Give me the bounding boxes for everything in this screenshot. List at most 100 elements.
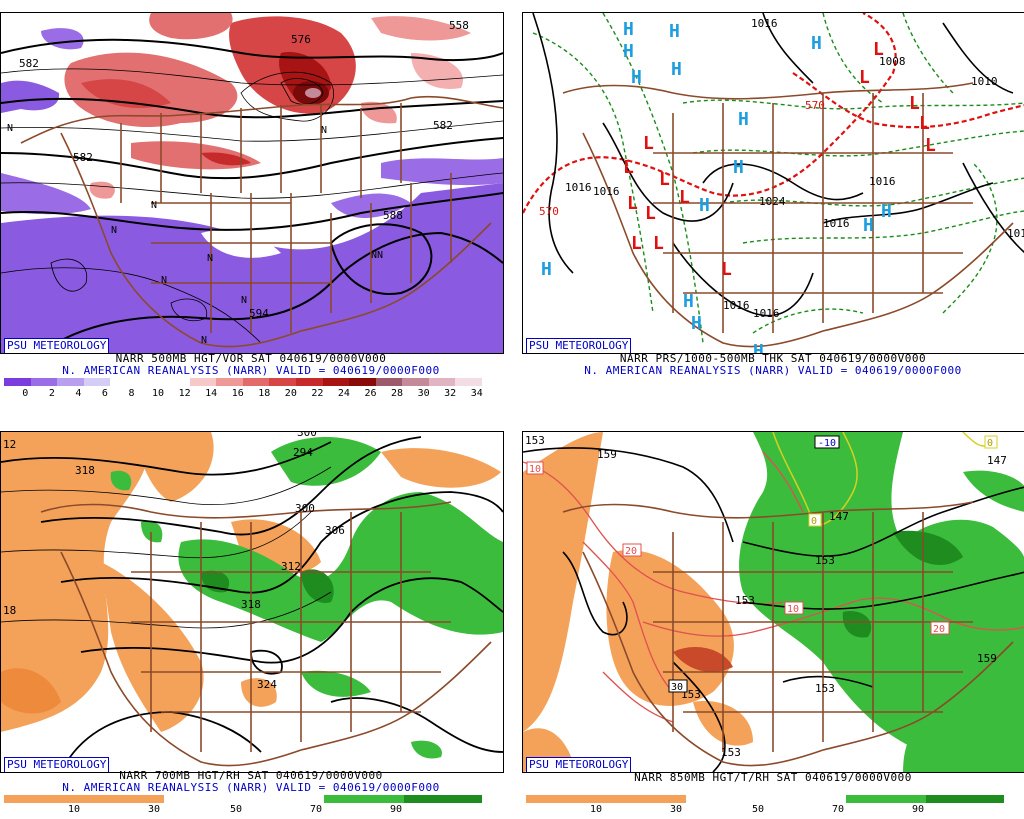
map-pressure-thickness: H H H H H H H H H H H H H H H L — [522, 12, 1024, 354]
scale-tick-label: 90 — [911, 804, 925, 815]
svg-text:20: 20 — [933, 624, 945, 635]
contour-label: 153 — [721, 746, 741, 759]
high-pressure-icon: H — [541, 259, 552, 280]
contour-label: 147 — [829, 510, 849, 523]
high-pressure-icon: H — [811, 33, 822, 54]
scale-tick-label: 26 — [364, 388, 377, 399]
scale-tick-label: 20 — [284, 388, 297, 399]
vorticity-scale-ticks: 0 2 4 6 8 10 12 14 16 18 20 22 24 26 28 30 32 34 — [4, 388, 482, 400]
low-pressure-icon: L — [919, 113, 930, 134]
scale-swatch — [402, 378, 429, 386]
svg-text:N: N — [207, 253, 213, 264]
scale-swatch — [189, 378, 217, 386]
scale-tick-label: 10 — [152, 388, 165, 399]
scale-tick-label: 10 — [589, 804, 603, 815]
high-pressure-icon: H — [733, 157, 744, 178]
high-pressure-icon: H — [623, 19, 634, 40]
temp-label-box: 20 — [930, 621, 950, 635]
contour-label: 159 — [597, 448, 617, 461]
vorticity-color-scale — [4, 378, 482, 386]
temp-label-box: 0 — [808, 513, 822, 527]
svg-text:N: N — [241, 295, 247, 306]
temp-label-box: 10 — [526, 461, 544, 475]
panel-title: NARR 500MB HGT/VOR SAT 040619/0000V000 — [115, 352, 387, 365]
scale-swatch — [30, 378, 58, 386]
contour-label: 582 — [73, 151, 93, 164]
high-pressure-icon: H — [683, 291, 694, 312]
contour-label: 153 — [815, 554, 835, 567]
svg-text:30: 30 — [671, 682, 683, 693]
scale-tick-label: 14 — [205, 388, 218, 399]
scale-swatch — [455, 378, 482, 386]
scale-tick-label: 30 — [417, 388, 430, 399]
scale-swatch — [296, 378, 323, 386]
low-pressure-icon: L — [873, 39, 884, 60]
rh-scale-ticks: 10 30 50 70 90 — [526, 804, 1004, 816]
thickness-label: 570 — [539, 205, 559, 218]
scale-tick-label: 24 — [337, 388, 350, 399]
contour-label: 294 — [293, 446, 313, 459]
contour-label: 153 — [815, 682, 835, 695]
temp-label-box: 20 — [622, 543, 642, 557]
isobar-label: 1008 — [879, 55, 906, 68]
scale-tick-label: 32 — [444, 388, 457, 399]
scale-tick-label: 18 — [258, 388, 271, 399]
psu-brand-label: PSU METEOROLOGY — [526, 338, 632, 353]
isobar-label: 1016 — [753, 307, 780, 320]
low-pressure-icon: L — [627, 193, 638, 214]
low-pressure-icon: L — [631, 233, 642, 254]
scale-tick-label: 10 — [67, 804, 81, 815]
scale-tick-label: 70 — [309, 804, 323, 815]
rh-scale-ticks: 10 30 50 70 90 — [4, 804, 482, 816]
contour-label: 324 — [257, 678, 277, 691]
low-pressure-icon: L — [645, 203, 656, 224]
low-pressure-icon: L — [859, 67, 870, 88]
scale-swatch — [269, 378, 297, 386]
high-pressure-icon: H — [881, 201, 892, 222]
contour-label: 558 — [449, 19, 469, 32]
isobar-label: 1016 — [1007, 227, 1024, 240]
scale-tick-label: 8 — [128, 388, 135, 399]
psu-brand-label: PSU METEOROLOGY — [4, 757, 110, 772]
svg-text:20: 20 — [625, 546, 637, 557]
scale-swatch — [375, 378, 403, 386]
contour-label: 582 — [433, 119, 453, 132]
high-pressure-icon: H — [669, 21, 680, 42]
map-850mb-temp-rh: 153 159 147 147 153 153 159 153 153 153 … — [522, 431, 1024, 773]
temp-label-box: 30 — [668, 679, 688, 693]
scale-tick-label: 50 — [229, 804, 243, 815]
svg-text:10: 10 — [787, 604, 799, 615]
contour-label: 582 — [19, 57, 39, 70]
high-pressure-icon: H — [623, 41, 634, 62]
high-pressure-icon: H — [699, 195, 710, 216]
map-700mb-graphic: 12 318 300 294 300 306 312 318 18 324 — [1, 432, 503, 772]
isobar-label: 1016 — [593, 185, 620, 198]
low-pressure-icon: L — [925, 135, 936, 156]
scale-tick-label: 28 — [391, 388, 404, 399]
panel-subtitle: N. AMERICAN REANALYSIS (NARR) VALID = 04… — [584, 364, 962, 377]
scale-swatch — [216, 378, 243, 386]
isobar-label: 1010 — [971, 75, 998, 88]
scale-tick-label: 4 — [75, 388, 82, 399]
contour-label: 318 — [75, 464, 95, 477]
panel-title: NARR 850MB HGT/T/RH SAT 040619/0000V000 — [634, 771, 912, 784]
high-pressure-icon: H — [753, 341, 764, 353]
contour-label: 300 — [295, 502, 315, 515]
scale-tick-label: 6 — [101, 388, 108, 399]
low-pressure-icon: L — [679, 187, 690, 208]
svg-text:NN: NN — [371, 250, 383, 261]
svg-text:N: N — [201, 335, 207, 346]
map-pressure-graphic: H H H H H H H H H H H H H H H L — [523, 13, 1024, 353]
scale-tick-label: 90 — [389, 804, 403, 815]
rh-color-scale — [4, 795, 482, 803]
contour-label: 576 — [291, 33, 311, 46]
high-pressure-icon: H — [863, 215, 874, 236]
svg-text:N: N — [111, 225, 117, 236]
svg-text:10: 10 — [529, 464, 541, 475]
contour-label: 312 — [281, 560, 301, 573]
map-700mb-rh: 12 318 300 294 300 306 312 318 18 324 PS… — [0, 431, 504, 773]
contour-label: 594 — [249, 307, 269, 320]
high-pressure-icon: H — [738, 109, 749, 130]
